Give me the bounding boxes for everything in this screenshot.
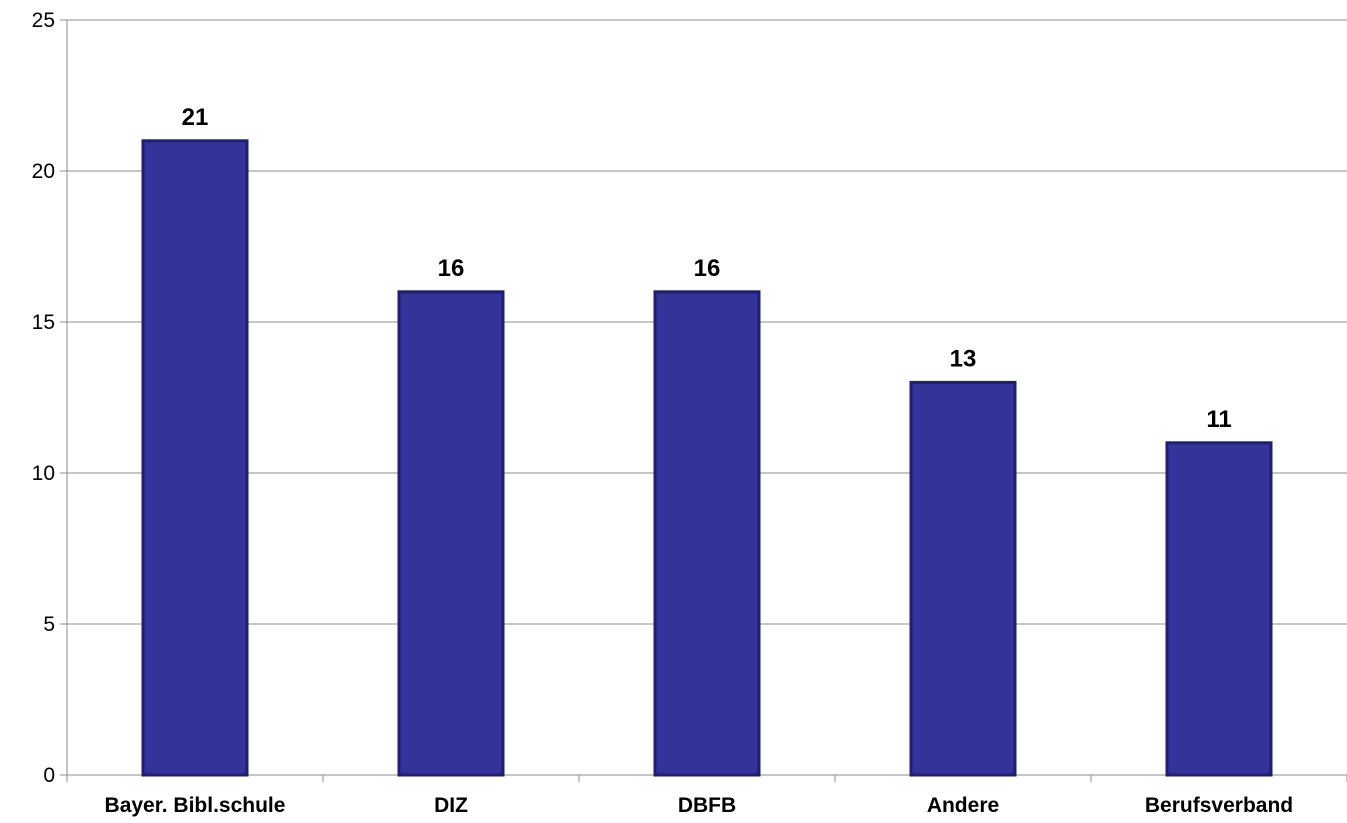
- data-label: 16: [438, 255, 465, 282]
- bar-layer: [141, 139, 1273, 777]
- x-category-label: Andere: [927, 794, 999, 817]
- bar: [653, 290, 761, 777]
- bar: [141, 139, 249, 777]
- bar: [909, 380, 1017, 777]
- y-tick-label: 10: [32, 462, 55, 485]
- data-label: 21: [182, 104, 209, 131]
- x-category-label: DIZ: [434, 794, 468, 817]
- data-label: 16: [694, 255, 721, 282]
- y-tick-label: 0: [43, 764, 55, 787]
- y-tick-label: 25: [32, 9, 55, 32]
- data-label: 13: [950, 345, 977, 372]
- x-category-label: DBFB: [678, 794, 736, 817]
- x-category-label: Bayer. Bibl.schule: [105, 794, 286, 817]
- x-category-label: Berufsverband: [1145, 794, 1293, 817]
- data-label: 11: [1206, 406, 1231, 433]
- label-layer: 0 5 10 15 20 25 21 Bayer. Bibl.schule 16 DIZ 16 DBF…: [32, 9, 1293, 817]
- bar: [1165, 441, 1273, 777]
- y-tick-label: 15: [32, 311, 55, 334]
- y-tick-label: 20: [32, 160, 55, 183]
- bar: [397, 290, 505, 777]
- y-tick-label: 5: [43, 613, 55, 636]
